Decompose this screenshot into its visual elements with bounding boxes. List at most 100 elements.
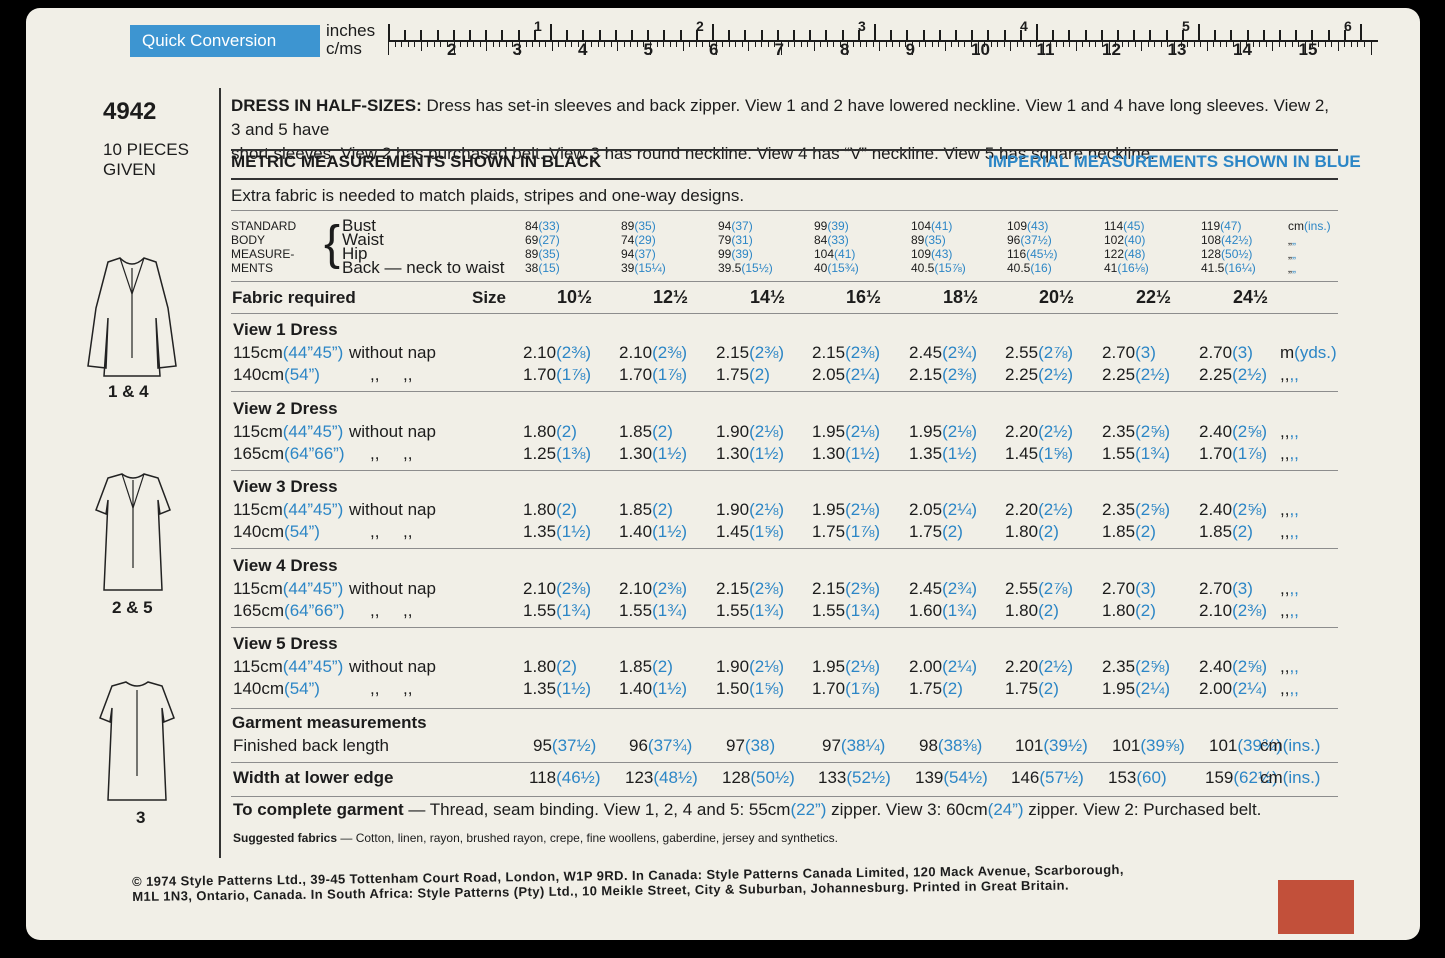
size-column-header: 14½ bbox=[750, 287, 786, 307]
ruler-tick bbox=[890, 30, 893, 40]
finished-back-length-unit: cm(ins.) bbox=[1260, 736, 1320, 756]
divider bbox=[231, 149, 1338, 151]
metric-value: 2.25 bbox=[1005, 365, 1039, 384]
ruler-tick bbox=[741, 41, 743, 47]
metric-value: 98 bbox=[919, 736, 938, 755]
ruler-tick bbox=[1133, 30, 1136, 40]
ruler-tick bbox=[388, 41, 389, 55]
imperial-value: (57½) bbox=[1039, 768, 1084, 787]
ruler-tick bbox=[388, 24, 390, 40]
imperial-value: (ins.) bbox=[1282, 736, 1321, 755]
body-measure-value: 41(16⅛) bbox=[1104, 261, 1149, 275]
imperial-value: (48) bbox=[1124, 247, 1146, 261]
column-divider bbox=[219, 88, 221, 858]
dress-view-1-4-illustration bbox=[87, 257, 177, 377]
ruler-tick bbox=[918, 41, 920, 47]
fabric-yardage-value: 1.70(1⅞) bbox=[523, 365, 591, 385]
fabric-yardage-value: 1.80(2) bbox=[523, 422, 577, 442]
ruler-tick bbox=[617, 41, 619, 51]
imperial-value: ,, bbox=[1289, 600, 1299, 620]
body-measure-label: Bust bbox=[342, 216, 377, 235]
metric-value: 116 bbox=[1007, 247, 1027, 261]
ruler-tick bbox=[787, 41, 789, 47]
metric-value: 1.75 bbox=[716, 365, 750, 384]
ruler-tick bbox=[1075, 41, 1077, 51]
fabric-yardage-value: 1.40(1½) bbox=[619, 522, 687, 542]
ruler-tick bbox=[1016, 41, 1018, 47]
metric-value: 1.80 bbox=[523, 500, 557, 520]
divider bbox=[231, 178, 1338, 180]
imperial-value: (2) bbox=[1038, 679, 1059, 699]
fabric-yardage-value: 1.80(2) bbox=[1005, 522, 1059, 542]
imperial-value: (37½) bbox=[1020, 233, 1052, 247]
ruler-tick bbox=[1101, 41, 1103, 47]
fabric-unit: m(yds.) bbox=[1280, 343, 1337, 363]
imperial-value: (yds.) bbox=[1294, 343, 1337, 362]
imperial-value: (1½) bbox=[652, 443, 688, 463]
brace: { bbox=[324, 217, 341, 270]
fabric-unit: ,,,, bbox=[1280, 679, 1299, 699]
ruler-tick bbox=[401, 41, 403, 47]
ruler-tick bbox=[1305, 41, 1306, 55]
ruler-tick bbox=[997, 41, 999, 47]
metric-value: 2.70 bbox=[1102, 578, 1136, 598]
ruler-tick bbox=[492, 41, 494, 47]
dress-view-2-5-illustration bbox=[95, 473, 171, 591]
ruler-tick bbox=[1082, 41, 1084, 47]
nap-note: ,, ,, bbox=[370, 600, 413, 620]
metric-value: 40 bbox=[814, 261, 828, 275]
imperial-value: (1⅜) bbox=[556, 443, 592, 463]
fabric-yardage-value: 2.35(2⅝) bbox=[1102, 500, 1170, 520]
ruler-tick bbox=[776, 30, 779, 40]
fabric-yardage-value: 1.75(2) bbox=[909, 679, 963, 699]
ruler-tick bbox=[1187, 41, 1189, 47]
ruler-tick bbox=[1084, 30, 1087, 40]
ruler-tick bbox=[1154, 41, 1156, 47]
imperial-value: (2) bbox=[942, 522, 963, 542]
metric-value: 89 bbox=[525, 247, 539, 261]
width-lower-edge-value: 146(57½) bbox=[1011, 768, 1084, 788]
ruler-tick bbox=[1357, 41, 1359, 47]
imperial-value: (2⅝) bbox=[1135, 500, 1171, 520]
imperial-value: ,, bbox=[1289, 365, 1299, 384]
fabric-yardage-value: 1.85(2) bbox=[1199, 522, 1253, 542]
metric-value: 133 bbox=[818, 768, 847, 787]
imperial-value: (2) bbox=[556, 500, 577, 520]
ruler-tick bbox=[486, 41, 488, 51]
fabric-yardage-value: 1.95(2⅛) bbox=[909, 422, 977, 442]
ruler-tick bbox=[846, 41, 848, 55]
imperial-value: (41) bbox=[834, 247, 856, 261]
metric-heading: METRIC MEASUREMENTS SHOWN IN BLACK bbox=[231, 152, 602, 171]
fabric-yardage-value: 2.25(2½) bbox=[1102, 365, 1170, 385]
imperial-value: (2¾) bbox=[942, 343, 978, 362]
width-imperial: (54”) bbox=[284, 522, 320, 542]
body-measure-value: 128(50½) bbox=[1201, 247, 1252, 261]
ruler-tick bbox=[695, 41, 697, 47]
imperial-value: (15¾) bbox=[827, 261, 859, 275]
imperial-value: (37¾) bbox=[647, 736, 693, 755]
ruler-tick bbox=[1239, 41, 1241, 55]
metric-value: 1.85 bbox=[619, 500, 653, 520]
imperial-value: (48½) bbox=[653, 768, 698, 787]
nap-note: ,, ,, bbox=[370, 522, 413, 542]
nap-note: without nap bbox=[349, 421, 436, 441]
ruler-tick bbox=[676, 41, 678, 47]
divider bbox=[231, 469, 1338, 471]
imperial-value: „ bbox=[1292, 261, 1296, 275]
fabric-yardage-value: 1.70(1⅞) bbox=[1199, 444, 1267, 464]
complete-text: — Thread, seam binding. View 1, 2, 4 and… bbox=[403, 800, 791, 819]
width-lower-edge-unit: cm(ins.) bbox=[1260, 768, 1320, 788]
imperial-value: (2⅛) bbox=[749, 500, 785, 520]
ruler-tick bbox=[892, 41, 894, 47]
size-column-header: 20½ bbox=[1039, 287, 1075, 307]
metric-value: 2.70 bbox=[1199, 343, 1233, 362]
imperial-value: (2) bbox=[1135, 600, 1156, 620]
metric-value: 104 bbox=[814, 247, 835, 261]
fabric-yardage-value: 2.55(2⅞) bbox=[1005, 579, 1073, 599]
label-line: MENTS bbox=[231, 261, 273, 275]
metric-value: 104 bbox=[911, 219, 932, 233]
imperial-value: (1½) bbox=[652, 679, 688, 699]
view-title: View 3 Dress bbox=[233, 477, 338, 497]
body-measure-value: 109(43) bbox=[1007, 219, 1048, 233]
width-metric: 165cm bbox=[233, 443, 285, 463]
